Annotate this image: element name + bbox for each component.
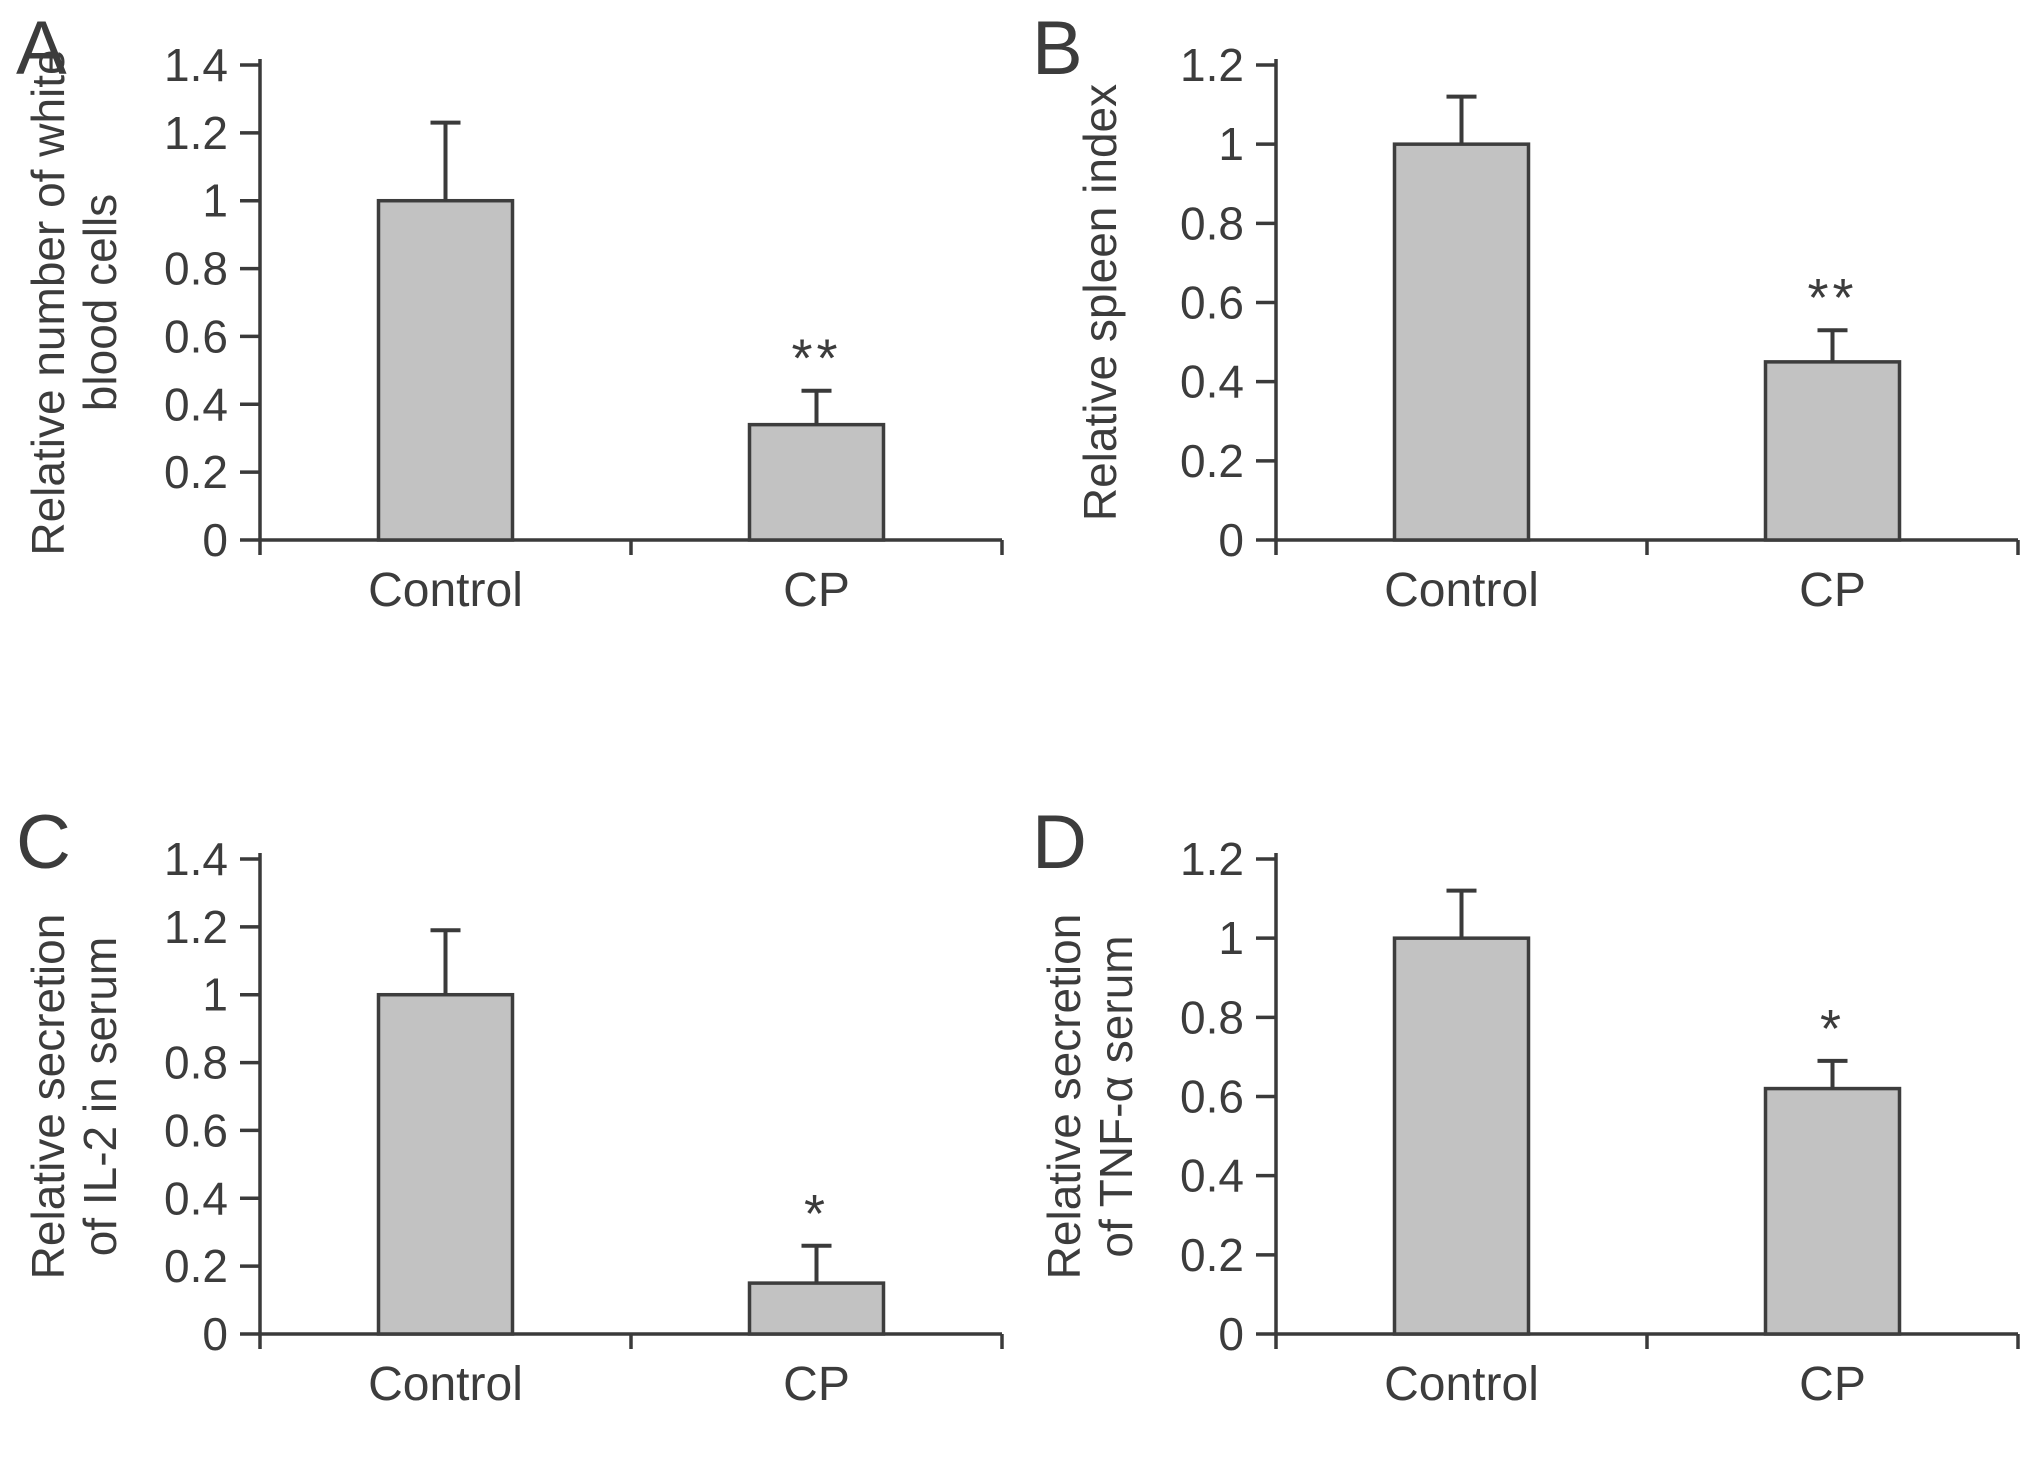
- panel-c-category-label-cp: CP: [783, 1358, 850, 1411]
- panel-c-bar-control: [376, 992, 515, 1336]
- panel-c-y-tick-label-0.2: 0.2: [164, 1240, 228, 1292]
- panel-d-y-tick-label-0.8: 0.8: [1180, 991, 1244, 1043]
- panel-a-category-label-cp: CP: [783, 564, 850, 617]
- panel-a-y-axis-label-line-1: Relative number of white: [22, 49, 74, 555]
- panel-b-category-label-control: Control: [1384, 564, 1539, 617]
- panel-c-category-label-control: Control: [368, 1358, 523, 1411]
- panel-a-y-tick-label-1: 1: [202, 175, 228, 227]
- panel-b-y-tick-label-1.2: 1.2: [1180, 39, 1244, 91]
- panel-d-bar-cp: [1763, 1086, 1902, 1336]
- panel-c-y-tick-label-1: 1: [202, 969, 228, 1021]
- panel-c-letter: C: [16, 800, 71, 885]
- panel-d-category-label-control: Control: [1384, 1358, 1539, 1411]
- panel-a-significance-cp: **: [791, 329, 841, 389]
- panel-a-y-tick-label-0.2: 0.2: [164, 446, 228, 498]
- panel-d-y-axis-label-line-1: Relative secretion: [1038, 914, 1090, 1280]
- panel-c-bar-cp: [747, 1281, 886, 1336]
- panel-b-category-label-cp: CP: [1799, 564, 1866, 617]
- panel-b-y-axis-label-line-1: Relative spleen index: [1074, 84, 1126, 521]
- panel-d-y-tick-label-0.6: 0.6: [1180, 1071, 1244, 1123]
- panel-b-y-tick-label-1: 1: [1218, 118, 1244, 170]
- panel-a-y-tick-label-0: 0: [202, 514, 228, 566]
- panel-d-y-tick-label-0.2: 0.2: [1180, 1229, 1244, 1281]
- panel-a-letter: A: [16, 6, 67, 91]
- panel-c-y-axis-label-line-2: of IL-2 in serum: [74, 937, 126, 1257]
- panel-d-y-tick-label-1: 1: [1218, 912, 1244, 964]
- panel-d-y-axis-label-line-2: of TNF-α serum: [1090, 935, 1142, 1257]
- panel-d-bar-control: [1392, 936, 1531, 1336]
- panel-d-category-label-cp: CP: [1799, 1358, 1866, 1411]
- panel-c-y-axis-label-line-1: Relative secretion: [22, 914, 74, 1280]
- panel-a-bar-control: [376, 198, 515, 542]
- panel-c: C Relative secretion of IL-2 in serum 0 0.2 0…: [0, 794, 1015, 1474]
- panel-a: A Relative number of white blood cells 0 0.2…: [0, 0, 1015, 680]
- panel-d-y-tick-label-1.2: 1.2: [1180, 833, 1244, 885]
- panel-b-y-tick-label-0.2: 0.2: [1180, 435, 1244, 487]
- panel-d: D Relative secretion of TNF-α serum 0 0.2 0.4…: [1016, 794, 2031, 1474]
- panel-a-y-tick-label-0.8: 0.8: [164, 243, 228, 295]
- panel-d-significance-cp: *: [1820, 999, 1845, 1059]
- panel-a-category-label-control: Control: [368, 564, 523, 617]
- panel-c-y-tick-label-1.4: 1.4: [164, 833, 228, 885]
- panel-a-y-tick-label-1.2: 1.2: [164, 107, 228, 159]
- panel-a-y-tick-label-1.4: 1.4: [164, 39, 228, 91]
- panel-b-bar-cp: [1763, 360, 1902, 542]
- panel-c-y-tick-label-1.2: 1.2: [164, 901, 228, 953]
- panel-c-y-tick-label-0.8: 0.8: [164, 1037, 228, 1089]
- panel-d-chart: D Relative secretion of TNF-α serum 0 0.2 0.4…: [1032, 800, 2020, 1411]
- panel-a-y-axis-label-line-2: blood cells: [74, 194, 126, 411]
- panel-d-letter: D: [1032, 800, 1087, 885]
- panel-b: B Relative spleen index 0 0.2 0.4 0.6 0.8 1 1.2 C…: [1016, 0, 2031, 680]
- panel-d-y-tick-label-0: 0: [1218, 1308, 1244, 1360]
- panel-c-chart: C Relative secretion of IL-2 in serum 0 0.2 0…: [16, 800, 1004, 1411]
- panel-a-y-tick-label-0.4: 0.4: [164, 378, 228, 430]
- panel-b-significance-cp: **: [1807, 268, 1857, 328]
- panel-c-y-tick-label-0.4: 0.4: [164, 1172, 228, 1224]
- panel-b-letter: B: [1032, 6, 1083, 91]
- panel-c-y-tick-label-0: 0: [202, 1308, 228, 1360]
- panel-c-y-tick-label-0.6: 0.6: [164, 1104, 228, 1156]
- panel-d-y-tick-label-0.4: 0.4: [1180, 1150, 1244, 1202]
- panel-b-y-tick-label-0: 0: [1218, 514, 1244, 566]
- panel-b-y-tick-label-0.6: 0.6: [1180, 277, 1244, 329]
- panel-b-bar-control: [1392, 142, 1531, 542]
- panel-c-significance-cp: *: [804, 1184, 829, 1244]
- panel-a-y-tick-label-0.6: 0.6: [164, 310, 228, 362]
- panel-b-y-tick-label-0.4: 0.4: [1180, 356, 1244, 408]
- panel-a-bar-cp: [747, 422, 886, 542]
- panel-b-y-tick-label-0.8: 0.8: [1180, 197, 1244, 249]
